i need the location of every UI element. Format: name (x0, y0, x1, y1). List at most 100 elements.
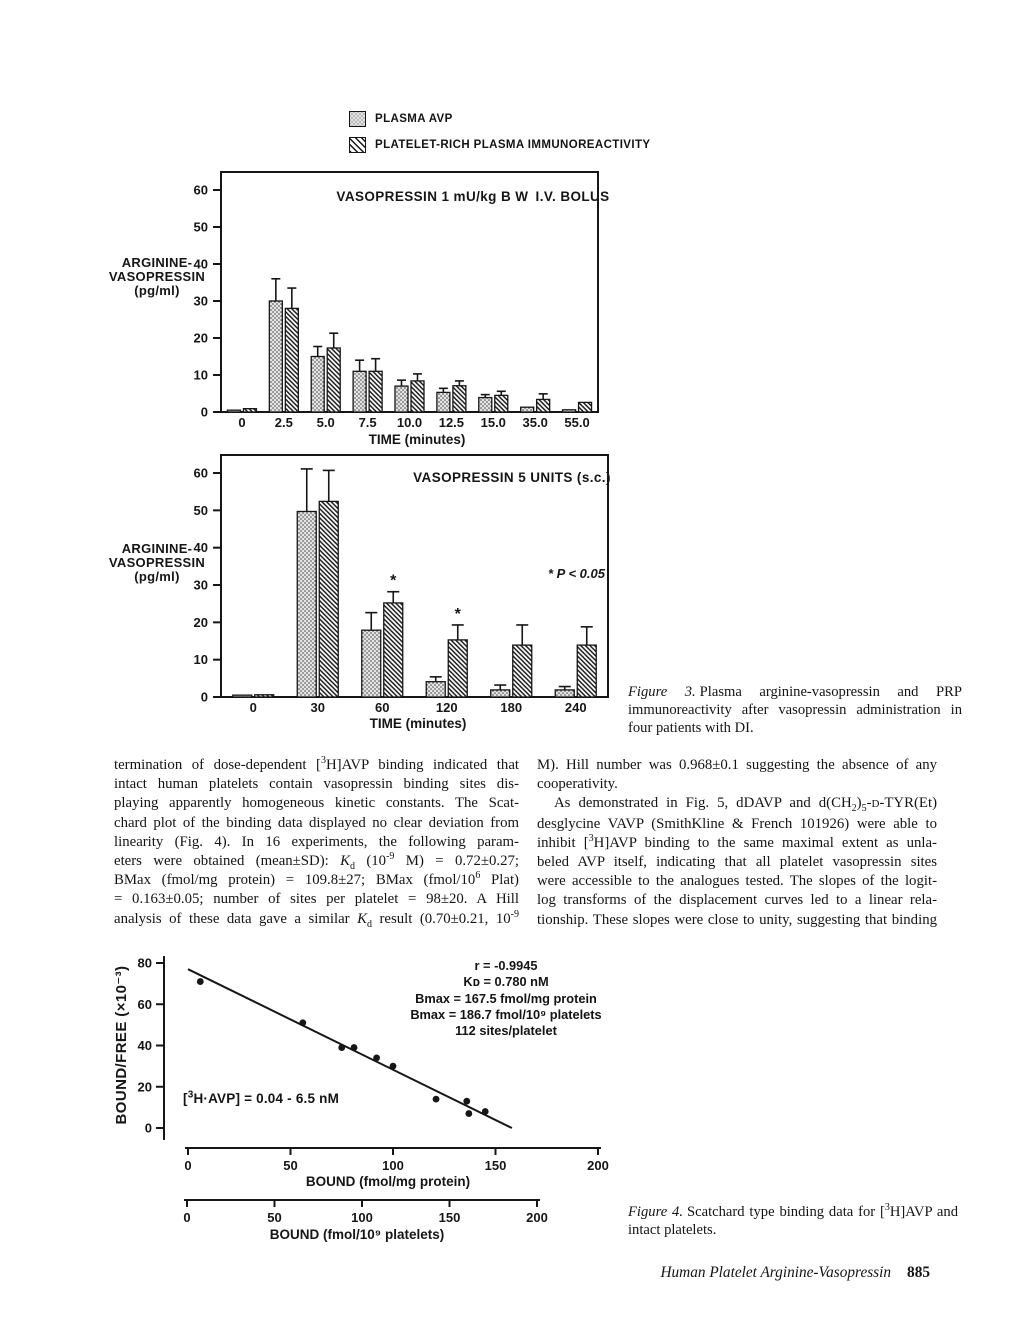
figure3-caption: Figure 3. Plasma arginine-vasopressin and… (628, 683, 962, 738)
svg-text:60: 60 (194, 183, 208, 198)
running-title: Human Platelet Arginine-Vasopressin (660, 1264, 892, 1281)
body-text-line: log transforms of the displacement curve… (537, 892, 937, 909)
legend-item-plasma-avp: PLASMA AVP (349, 111, 650, 127)
body-text-line: playing apparently homogeneous kinetic c… (114, 795, 519, 812)
svg-text:50: 50 (194, 220, 208, 235)
svg-text:(pg/ml): (pg/ml) (134, 283, 179, 298)
figure3-legend: PLASMA AVP PLATELET-RICH PLASMA IMMUNORE… (349, 111, 650, 163)
svg-text:100: 100 (351, 1210, 373, 1225)
svg-text:15.0: 15.0 (481, 415, 506, 430)
hatch-swatch-icon (349, 137, 366, 153)
svg-text:5.0: 5.0 (317, 415, 335, 430)
figure4-caption-text: Scatchard type binding data for [3H]AVP … (628, 1202, 958, 1239)
figure4-caption-label: Figure 4. (628, 1204, 684, 1220)
legend-label-prp: PLATELET-RICH PLASMA IMMUNOREACTIVITY (375, 139, 651, 151)
svg-text:ARGININE-: ARGININE- (122, 541, 193, 556)
svg-text:150: 150 (485, 1158, 507, 1173)
svg-text:30: 30 (194, 294, 208, 309)
body-text-line: intact human platelets contain vasopress… (114, 776, 519, 793)
svg-text:0: 0 (201, 690, 208, 705)
page-number: 885 (907, 1264, 930, 1281)
svg-text:TIME (minutes): TIME (minutes) (369, 432, 466, 447)
svg-text:0: 0 (250, 700, 257, 715)
svg-text:50: 50 (267, 1210, 281, 1225)
figure3-caption-text: Plasma arginine-vasopressin and PRP immu… (628, 684, 962, 737)
svg-text:200: 200 (587, 1158, 609, 1173)
svg-text:TIME (minutes): TIME (minutes) (370, 716, 467, 731)
body-text-line: desglycine VAVP (SmithKline & French 101… (537, 815, 937, 832)
body-text-right-column: M). Hill number was 0.968±0.1 suggesting… (537, 756, 937, 930)
svg-text:50: 50 (283, 1158, 297, 1173)
svg-text:BOUND/FREE (×10⁻³): BOUND/FREE (×10⁻³) (113, 966, 130, 1125)
svg-text:180: 180 (500, 700, 522, 715)
svg-text:150: 150 (439, 1210, 461, 1225)
body-text-left-column: termination of dose-dependent [3H]AVP bi… (114, 755, 519, 930)
page-footer: Human Platelet Arginine-Vasopressin 885 (660, 1264, 930, 1282)
svg-text:* P < 0.05: * P < 0.05 (548, 566, 606, 581)
svg-text:60: 60 (375, 700, 389, 715)
svg-text:40: 40 (194, 540, 208, 555)
figure3-iv-bolus-bar-chart: 0 10 20 30 40 50 60 0 2.5 5.0 7.5 10.0 12.5 15.0 35.0 5… (109, 171, 609, 447)
body-text-line: M). Hill number was 0.968±0.1 suggesting… (537, 757, 937, 773)
svg-text:20: 20 (194, 615, 208, 630)
body-text-line: analysis of these data gave a similar Kd… (114, 908, 519, 930)
svg-text:0: 0 (183, 1210, 190, 1225)
svg-text:30: 30 (194, 578, 208, 593)
body-text-line: chard plot of the binding data displayed… (114, 814, 519, 831)
svg-text:40: 40 (138, 1038, 152, 1053)
svg-text:60: 60 (138, 997, 152, 1012)
svg-text:20: 20 (194, 331, 208, 346)
svg-text:7.5: 7.5 (359, 415, 377, 430)
svg-text:50: 50 (194, 503, 208, 518)
figure3-caption-label: Figure 3. (628, 684, 696, 700)
svg-text:0: 0 (145, 1121, 152, 1136)
stipple-swatch-icon (349, 111, 366, 127)
svg-text:35.0: 35.0 (523, 415, 548, 430)
svg-text:2.5: 2.5 (275, 415, 293, 430)
figure4-scatchard-plot: 0 20 40 60 80 BOUND/FREE (×10⁻³) 0 50 100 150 200 B… (113, 956, 609, 1243)
svg-text:(pg/ml): (pg/ml) (134, 569, 179, 584)
body-text-line: As demonstrated in Fig. 5, dDAVP and d(C… (554, 795, 937, 815)
svg-text:BOUND (fmol/10⁹ platelets): BOUND (fmol/10⁹ platelets) (270, 1227, 444, 1242)
figure3-subcutaneous-bar-chart: 0 10 20 30 40 50 60 0 30 60 * 120 * 180 240 VASOPRESSIN… (109, 454, 611, 731)
body-text-line: were accessible to the analogues tested.… (537, 873, 937, 890)
svg-text:10.0: 10.0 (397, 415, 422, 430)
legend-item-prp: PLATELET-RICH PLASMA IMMUNOREACTIVITY (349, 137, 650, 153)
svg-text:120: 120 (436, 700, 458, 715)
body-text-line: linearity (Fig. 4). In 16 experiments, t… (114, 833, 519, 850)
svg-text:80: 80 (138, 956, 152, 971)
body-text-line: inhibit [3H]AVP binding to the same maxi… (537, 832, 937, 851)
svg-text:*: * (390, 573, 397, 590)
svg-text:10: 10 (194, 368, 208, 383)
svg-text:VASOPRESSIN: VASOPRESSIN (109, 269, 205, 284)
svg-text:30: 30 (311, 700, 325, 715)
svg-text:VASOPRESSIN: VASOPRESSIN (109, 555, 205, 570)
body-text-line: termination of dose-dependent [3H]AVP bi… (114, 755, 519, 773)
body-text-line: tionship. These slopes were close to uni… (537, 911, 937, 928)
svg-text:240: 240 (565, 700, 587, 715)
svg-text:0: 0 (238, 415, 245, 430)
svg-text:55.0: 55.0 (564, 415, 589, 430)
figure4-caption: Figure 4. Scatchard type binding data for… (628, 1203, 958, 1239)
body-text-line: BMax (fmol/mg protein) = 109.8±27; BMax … (114, 870, 519, 889)
svg-text:VASOPRESSIN 5 UNITS (s.c.): VASOPRESSIN 5 UNITS (s.c.) (413, 470, 611, 485)
svg-text:ARGININE-: ARGININE- (122, 255, 193, 270)
legend-label-plasma-avp: PLASMA AVP (375, 113, 453, 125)
body-text-line: cooperativity. (537, 776, 618, 793)
svg-text:40: 40 (194, 257, 208, 272)
svg-text:100: 100 (382, 1158, 404, 1173)
scatchard-stats-annotation: r = -0.9945 Kᴅ = 0.780 nM Bmax = 167.5 fmo… (410, 958, 602, 1039)
svg-text:12.5: 12.5 (439, 415, 464, 430)
svg-text:*: * (455, 606, 462, 623)
svg-text:VASOPRESSIN 1 mU/kg B W I.V. B: VASOPRESSIN 1 mU/kg B W I.V. BOLUS (336, 189, 609, 204)
body-text-line: = 0.163±0.05; number of sites per platel… (114, 891, 519, 908)
svg-text:60: 60 (194, 466, 208, 481)
svg-text:20: 20 (138, 1079, 152, 1094)
svg-text:0: 0 (184, 1158, 191, 1173)
scatchard-range-note: [3H·AVP] = 0.04 - 6.5 nM (183, 1089, 340, 1106)
body-text-line: beled AVP itself, indicating that all pl… (537, 854, 937, 871)
svg-text:BOUND (fmol/mg protein): BOUND (fmol/mg protein) (306, 1174, 470, 1189)
svg-text:200: 200 (526, 1210, 548, 1225)
body-text-line: eters were obtained (mean±SD): Kd (10-9 … (114, 851, 519, 872)
